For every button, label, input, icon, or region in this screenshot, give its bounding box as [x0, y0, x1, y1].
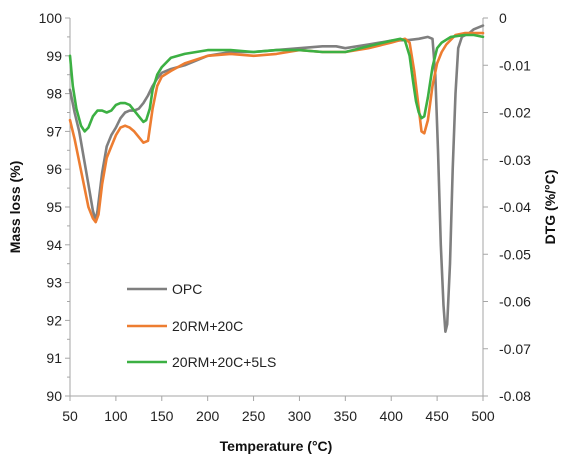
x-tick-label: 150 [150, 408, 174, 424]
x-tick-label: 300 [288, 408, 312, 424]
y-tick-label: 95 [46, 199, 62, 215]
x-tick-label: 500 [471, 408, 495, 424]
y-axis-title: Mass loss (%) [7, 161, 23, 254]
y-tick-labels: 90 91 92 93 94 95 96 97 98 99 100 [39, 10, 63, 404]
y2-tick-label: -0.06 [499, 294, 531, 310]
y-tick-label: 90 [46, 388, 62, 404]
y-tick-label: 99 [46, 48, 62, 64]
series-line-2 [68, 33, 485, 133]
x-tick-label: 250 [242, 408, 266, 424]
y2-tick-label: -0.08 [499, 388, 531, 404]
legend: OPC 20RM+20C 20RM+20C+5LS [127, 281, 276, 370]
y-tick-label: 91 [46, 350, 62, 366]
y-tick-label: 97 [46, 123, 62, 139]
x-tick-label: 50 [62, 408, 78, 424]
x-tick-label: 450 [425, 408, 449, 424]
series-layer [68, 24, 485, 333]
plot-area [65, 17, 488, 401]
left-tick-marks [65, 17, 70, 397]
x-tick-labels: 50 100 150 200 250 300 350 400 450 500 [62, 408, 495, 424]
right-tick-marks [483, 17, 488, 397]
y2-tick-label: -0.04 [499, 199, 531, 215]
y-tick-label: 92 [46, 312, 62, 328]
y-tick-label: 98 [46, 86, 62, 102]
y-tick-label: 96 [46, 161, 62, 177]
y2-tick-label: 0 [499, 10, 507, 26]
y-tick-label: 93 [46, 275, 62, 291]
y2-tick-label: -0.01 [499, 57, 531, 73]
series-line-0 [68, 24, 485, 333]
y-tick-label: 100 [39, 10, 63, 26]
legend-label-0: OPC [172, 281, 202, 297]
y-tick-label: 94 [46, 237, 62, 253]
x-tick-label: 100 [104, 408, 128, 424]
x-tick-label: 200 [196, 408, 220, 424]
y2-tick-label: -0.05 [499, 246, 531, 262]
series-line-1 [68, 31, 485, 224]
y2-axis-title: DTG (%/°C) [542, 170, 558, 245]
x-tick-label: 350 [334, 408, 358, 424]
legend-label-2: 20RM+20C+5LS [172, 354, 276, 370]
x-tick-label: 400 [380, 408, 404, 424]
x-axis-title: Temperature (°C) [220, 438, 333, 454]
y2-tick-label: -0.03 [499, 152, 531, 168]
bottom-tick-marks [69, 396, 484, 401]
y2-tick-labels: -0.08 -0.07 -0.06 -0.05 -0.04 -0.03 -0.02 -0.01… [499, 10, 531, 404]
legend-label-1: 20RM+20C [172, 318, 243, 334]
y2-tick-label: -0.02 [499, 105, 531, 121]
y2-tick-label: -0.07 [499, 341, 531, 357]
